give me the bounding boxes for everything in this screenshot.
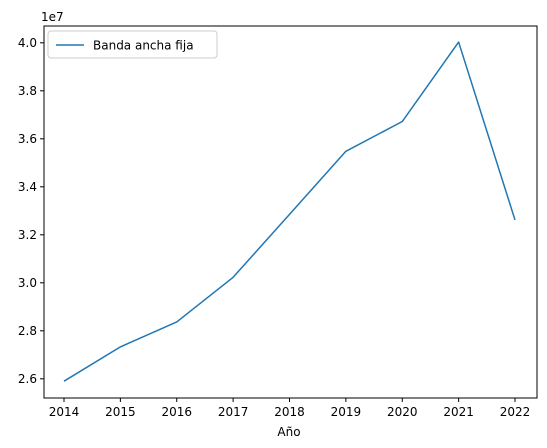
y-tick-label: 4.0 [18,36,37,50]
x-tick-label: 2021 [443,405,474,419]
y-tick-label: 3.6 [18,132,37,146]
legend-box [47,30,218,59]
x-tick-label: 2014 [49,405,80,419]
y-tick-label: 3.4 [18,180,37,194]
legend: Banda ancha fija [47,30,218,59]
x-tick-label: 2019 [331,405,362,419]
x-tick-label: 2022 [500,405,531,419]
plot-frame [43,25,538,399]
series-line [63,41,516,382]
y-tick-label: 2.8 [18,324,37,338]
x-tick-label: 2018 [274,405,305,419]
x-axis-label: Año [277,425,300,439]
y-offset-label: 1e7 [41,10,64,24]
x-tick-label: 2015 [105,405,136,419]
y-tick-label: 2.6 [18,372,37,386]
y-tick-label: 3.8 [18,84,37,98]
x-tick-label: 2017 [218,405,249,419]
legend-label: Banda ancha fija [93,39,194,53]
y-tick-label: 3.0 [18,276,37,290]
x-tick-label: 2016 [161,405,192,419]
y-tick-label: 3.2 [18,228,37,242]
x-tick-label: 2020 [387,405,418,419]
plot-area: 2014 2015 2016 2017 2018 2019 2020 2021 2022 2.6 2… [18,25,538,419]
